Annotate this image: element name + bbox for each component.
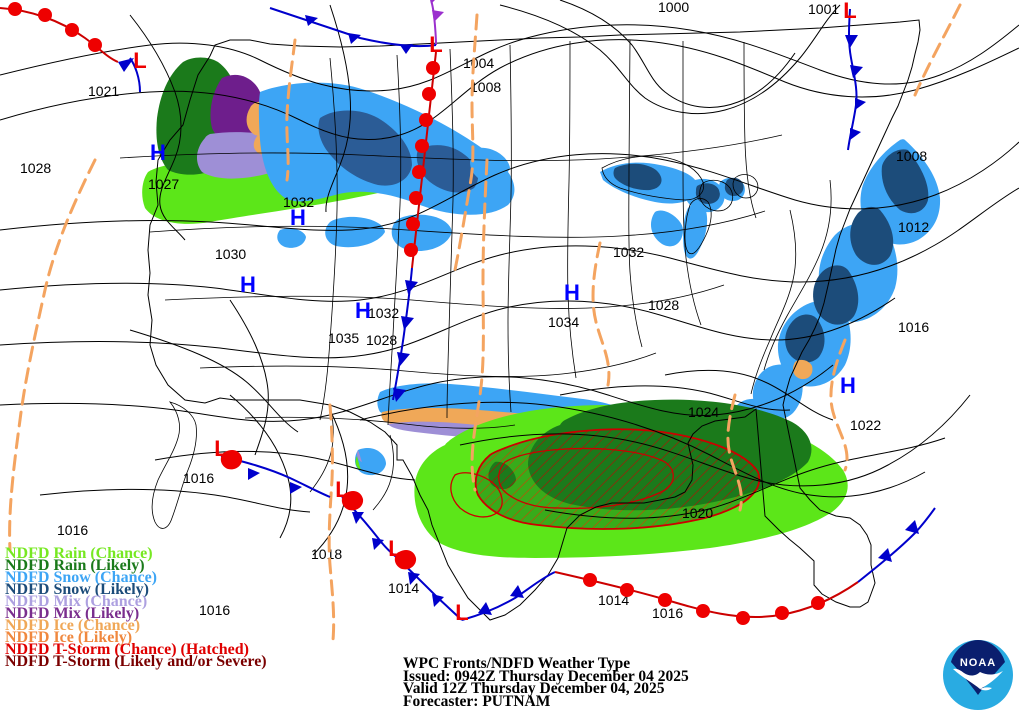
svg-text:1000: 1000 xyxy=(658,0,689,15)
svg-text:H: H xyxy=(290,205,306,230)
svg-text:H: H xyxy=(564,280,580,305)
svg-text:L: L xyxy=(388,536,401,561)
svg-text:1032: 1032 xyxy=(613,244,644,260)
svg-text:1008: 1008 xyxy=(896,148,927,164)
svg-text:1016: 1016 xyxy=(898,319,929,335)
svg-text:1004: 1004 xyxy=(463,55,494,71)
svg-text:1008: 1008 xyxy=(470,79,501,95)
svg-text:L: L xyxy=(429,32,442,57)
svg-text:L: L xyxy=(843,0,856,23)
svg-text:1028: 1028 xyxy=(648,297,679,313)
svg-text:H: H xyxy=(150,140,166,165)
svg-text:NOAA: NOAA xyxy=(960,657,996,669)
svg-text:1014: 1014 xyxy=(388,580,419,596)
svg-text:1034: 1034 xyxy=(548,314,579,330)
svg-text:1032: 1032 xyxy=(368,305,399,321)
svg-text:1030: 1030 xyxy=(215,246,246,262)
svg-text:H: H xyxy=(840,373,856,398)
svg-text:1027: 1027 xyxy=(148,176,179,192)
svg-text:1016: 1016 xyxy=(199,602,230,618)
svg-text:H: H xyxy=(240,272,256,297)
svg-text:1012: 1012 xyxy=(898,219,929,235)
svg-text:1016: 1016 xyxy=(57,522,88,538)
svg-text:1001: 1001 xyxy=(808,1,839,17)
svg-text:L: L xyxy=(133,48,146,73)
svg-text:1016: 1016 xyxy=(183,470,214,486)
svg-text:1028: 1028 xyxy=(366,332,397,348)
svg-text:1024: 1024 xyxy=(688,404,719,420)
svg-text:1028: 1028 xyxy=(20,160,51,176)
svg-text:L: L xyxy=(335,477,348,502)
svg-text:NDFD T-Storm (Likely and/or Se: NDFD T-Storm (Likely and/or Severe) xyxy=(5,653,267,670)
svg-text:1020: 1020 xyxy=(682,505,713,521)
svg-text:H: H xyxy=(355,298,371,323)
svg-text:L: L xyxy=(455,600,468,625)
svg-text:1035: 1035 xyxy=(328,330,359,346)
svg-text:1022: 1022 xyxy=(850,417,881,433)
svg-text:1016: 1016 xyxy=(652,605,683,621)
svg-text:Forecaster: PUTNAM: Forecaster: PUTNAM xyxy=(403,693,551,710)
svg-text:L: L xyxy=(214,436,227,461)
svg-text:1021: 1021 xyxy=(88,83,119,99)
svg-text:1018: 1018 xyxy=(311,546,342,562)
